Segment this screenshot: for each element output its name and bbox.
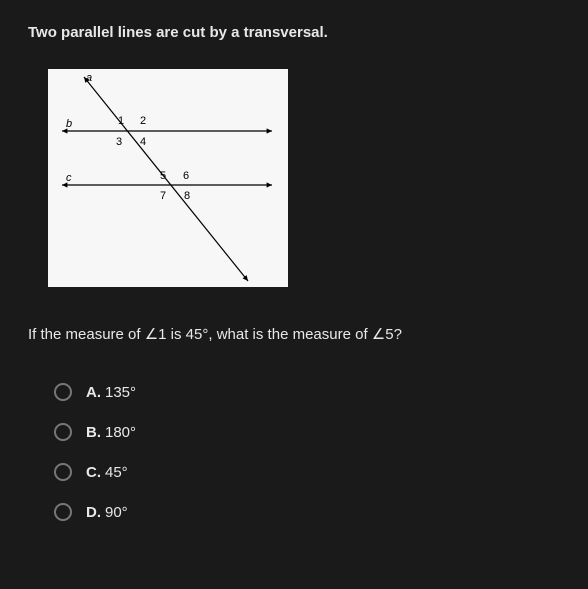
option-text: 45° bbox=[105, 464, 128, 481]
option-text: 135° bbox=[105, 384, 136, 401]
option-letter: A. bbox=[86, 384, 101, 401]
diagram-svg: b c a 1 2 3 4 5 6 7 8 bbox=[48, 69, 288, 287]
question-text: If the measure of ∠1 is 45°, what is the… bbox=[28, 325, 560, 343]
diagram-container: b c a 1 2 3 4 5 6 7 8 bbox=[28, 59, 560, 307]
svg-text:7: 7 bbox=[160, 190, 166, 202]
radio-icon bbox=[54, 423, 72, 441]
answer-options: A.135° B.180° C.45° D.90° bbox=[28, 383, 560, 521]
svg-text:c: c bbox=[66, 172, 72, 184]
svg-text:1: 1 bbox=[118, 115, 124, 127]
option-text: 180° bbox=[105, 424, 136, 441]
svg-text:6: 6 bbox=[183, 170, 189, 182]
svg-text:a: a bbox=[86, 72, 92, 84]
svg-text:5: 5 bbox=[160, 170, 166, 182]
radio-icon bbox=[54, 383, 72, 401]
radio-icon bbox=[54, 503, 72, 521]
svg-text:4: 4 bbox=[140, 136, 146, 148]
svg-text:2: 2 bbox=[140, 115, 146, 127]
option-letter: C. bbox=[86, 464, 101, 481]
option-c[interactable]: C.45° bbox=[54, 463, 560, 481]
option-letter: B. bbox=[86, 424, 101, 441]
option-a[interactable]: A.135° bbox=[54, 383, 560, 401]
option-b[interactable]: B.180° bbox=[54, 423, 560, 441]
svg-text:b: b bbox=[66, 118, 72, 130]
option-text: 90° bbox=[105, 504, 128, 521]
svg-text:8: 8 bbox=[184, 190, 190, 202]
option-letter: D. bbox=[86, 504, 101, 521]
geometry-diagram: b c a 1 2 3 4 5 6 7 8 bbox=[48, 69, 288, 287]
svg-text:3: 3 bbox=[116, 136, 122, 148]
question-prompt: Two parallel lines are cut by a transver… bbox=[28, 24, 560, 41]
option-d[interactable]: D.90° bbox=[54, 503, 560, 521]
radio-icon bbox=[54, 463, 72, 481]
